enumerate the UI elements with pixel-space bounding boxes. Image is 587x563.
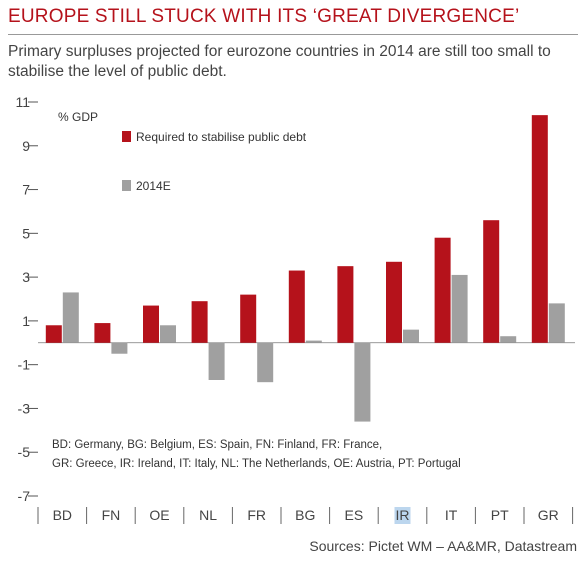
bar-2014e-oe [160, 325, 176, 343]
chart-title: EUROPE STILL STUCK WITH ITS ‘GREAT DIVER… [8, 6, 520, 27]
y-tick-label: 5 [22, 225, 30, 241]
bar-2014e-fr [257, 342, 274, 383]
y-axis-label: % GDP [58, 110, 98, 124]
bar-2014e-fn [111, 342, 128, 354]
bar-required-bd [45, 325, 62, 343]
x-tick-label-it: IT [445, 507, 458, 523]
x-tick-label-bd: BD [53, 507, 72, 523]
y-tick-label: 9 [22, 138, 30, 154]
bar-2014e-ir [403, 329, 419, 343]
bar-2014e-es [354, 342, 371, 422]
y-tick-label: -1 [18, 357, 31, 373]
y-tick-label: -3 [18, 400, 31, 416]
bar-required-bg [288, 270, 305, 343]
title-divider [8, 34, 578, 35]
y-tick-label: 11 [15, 94, 30, 110]
x-tick-label-nl: NL [199, 507, 217, 523]
source-note: Sources: Pictet WM – AA&MR, Datastream [309, 538, 577, 554]
x-tick-label-ir: IR [396, 507, 410, 523]
bar-2014e-it [451, 274, 468, 343]
x-tick-label-pt: PT [491, 507, 509, 523]
y-tick-label: 3 [22, 269, 30, 285]
legend-swatch-2014e [122, 180, 131, 191]
y-tick-label: -7 [18, 488, 31, 504]
bar-required-gr [531, 115, 548, 343]
bar-2014e-bd [62, 292, 79, 343]
country-key-note: BD: Germany, BG: Belgium, ES: Spain, FN:… [52, 439, 382, 451]
bar-required-oe [143, 305, 159, 343]
bar-required-ir [386, 261, 402, 343]
bar-required-pt [483, 220, 500, 343]
country-key-note: GR: Greece, IR: Ireland, IT: Italy, NL: … [52, 458, 461, 470]
x-tick-label-gr: GR [538, 507, 559, 523]
x-tick-label-es: ES [345, 507, 364, 523]
bar-2014e-gr [548, 303, 565, 343]
x-tick-label-oe: OE [149, 507, 169, 523]
x-tick-label-fr: FR [247, 507, 266, 523]
legend-label-required: Required to stabilise public debt [136, 130, 307, 144]
bar-2014e-nl [208, 342, 225, 380]
bar-required-es [337, 266, 354, 343]
y-tick-label: 1 [22, 313, 30, 329]
x-tick-highlight [394, 507, 411, 524]
y-tick-label: 7 [22, 182, 30, 198]
bar-required-nl [191, 301, 208, 343]
legend-swatch-required [122, 131, 131, 142]
legend-label-2014e: 2014E [136, 179, 171, 193]
bar-2014e-pt [500, 336, 517, 343]
bar-required-it [434, 237, 451, 343]
x-tick-label-fn: FN [102, 507, 121, 523]
x-tick-label-bg: BG [295, 507, 315, 523]
bar-2014e-bg [305, 340, 322, 343]
y-tick-label: -5 [18, 444, 31, 460]
chart-subtitle: Primary surpluses projected for eurozone… [8, 43, 551, 80]
bar-required-fn [94, 323, 111, 343]
bar-required-fr [240, 294, 257, 343]
